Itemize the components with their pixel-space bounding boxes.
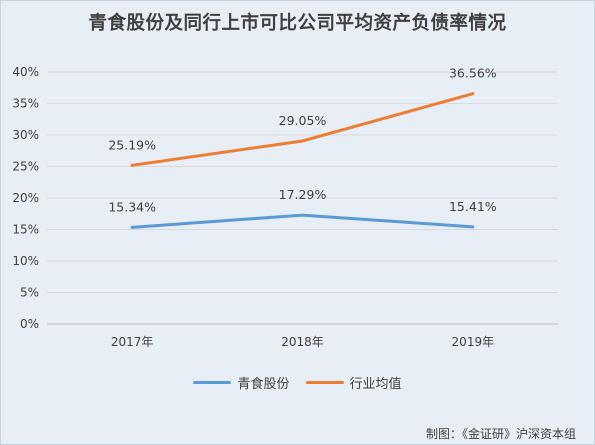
- y-tick-label: 25%: [12, 160, 39, 174]
- data-label: 29.05%: [279, 113, 327, 128]
- y-tick-label: 35%: [12, 97, 39, 111]
- y-tick-label: 0%: [20, 317, 39, 331]
- y-tick-label: 20%: [12, 191, 39, 205]
- data-label: 15.41%: [449, 199, 497, 214]
- y-tick-label: 15%: [12, 223, 39, 237]
- legend-item-qingshi: 青食股份: [193, 373, 290, 392]
- data-label: 25.19%: [108, 137, 156, 152]
- x-tick-label: 2017年: [111, 335, 154, 349]
- y-tick-label: 30%: [12, 128, 39, 142]
- data-label: 36.56%: [449, 66, 497, 81]
- chart-title: 青食股份及同行上市可比公司平均资产负债率情况: [88, 13, 507, 34]
- legend-item-industry: 行业均值: [305, 373, 402, 392]
- legend-label-industry: 行业均值: [349, 377, 402, 392]
- series-line-industry: [130, 92, 475, 167]
- legend-label-qingshi: 青食股份: [237, 377, 290, 392]
- legend: 青食股份 行业均值: [1, 373, 594, 392]
- data-point: [471, 225, 475, 229]
- data-point: [471, 92, 475, 96]
- x-tick-label: 2019年: [452, 335, 495, 349]
- y-tick-label: 10%: [12, 254, 39, 268]
- data-point: [130, 225, 134, 229]
- series-line-qingshi: [130, 213, 475, 229]
- data-point: [301, 213, 304, 217]
- x-tick-label: 2018年: [281, 335, 324, 349]
- data-label: 15.34%: [108, 199, 156, 214]
- data-label: 17.29%: [279, 187, 327, 202]
- chart-credit: 制图：《金证研》沪深资本组: [425, 427, 576, 441]
- legend-swatch-industry: [305, 381, 344, 384]
- legend-swatch-qingshi: [193, 381, 232, 384]
- y-tick-label: 40%: [12, 65, 39, 79]
- y-tick-label: 5%: [20, 286, 39, 300]
- data-point: [130, 163, 134, 167]
- data-point: [301, 139, 304, 143]
